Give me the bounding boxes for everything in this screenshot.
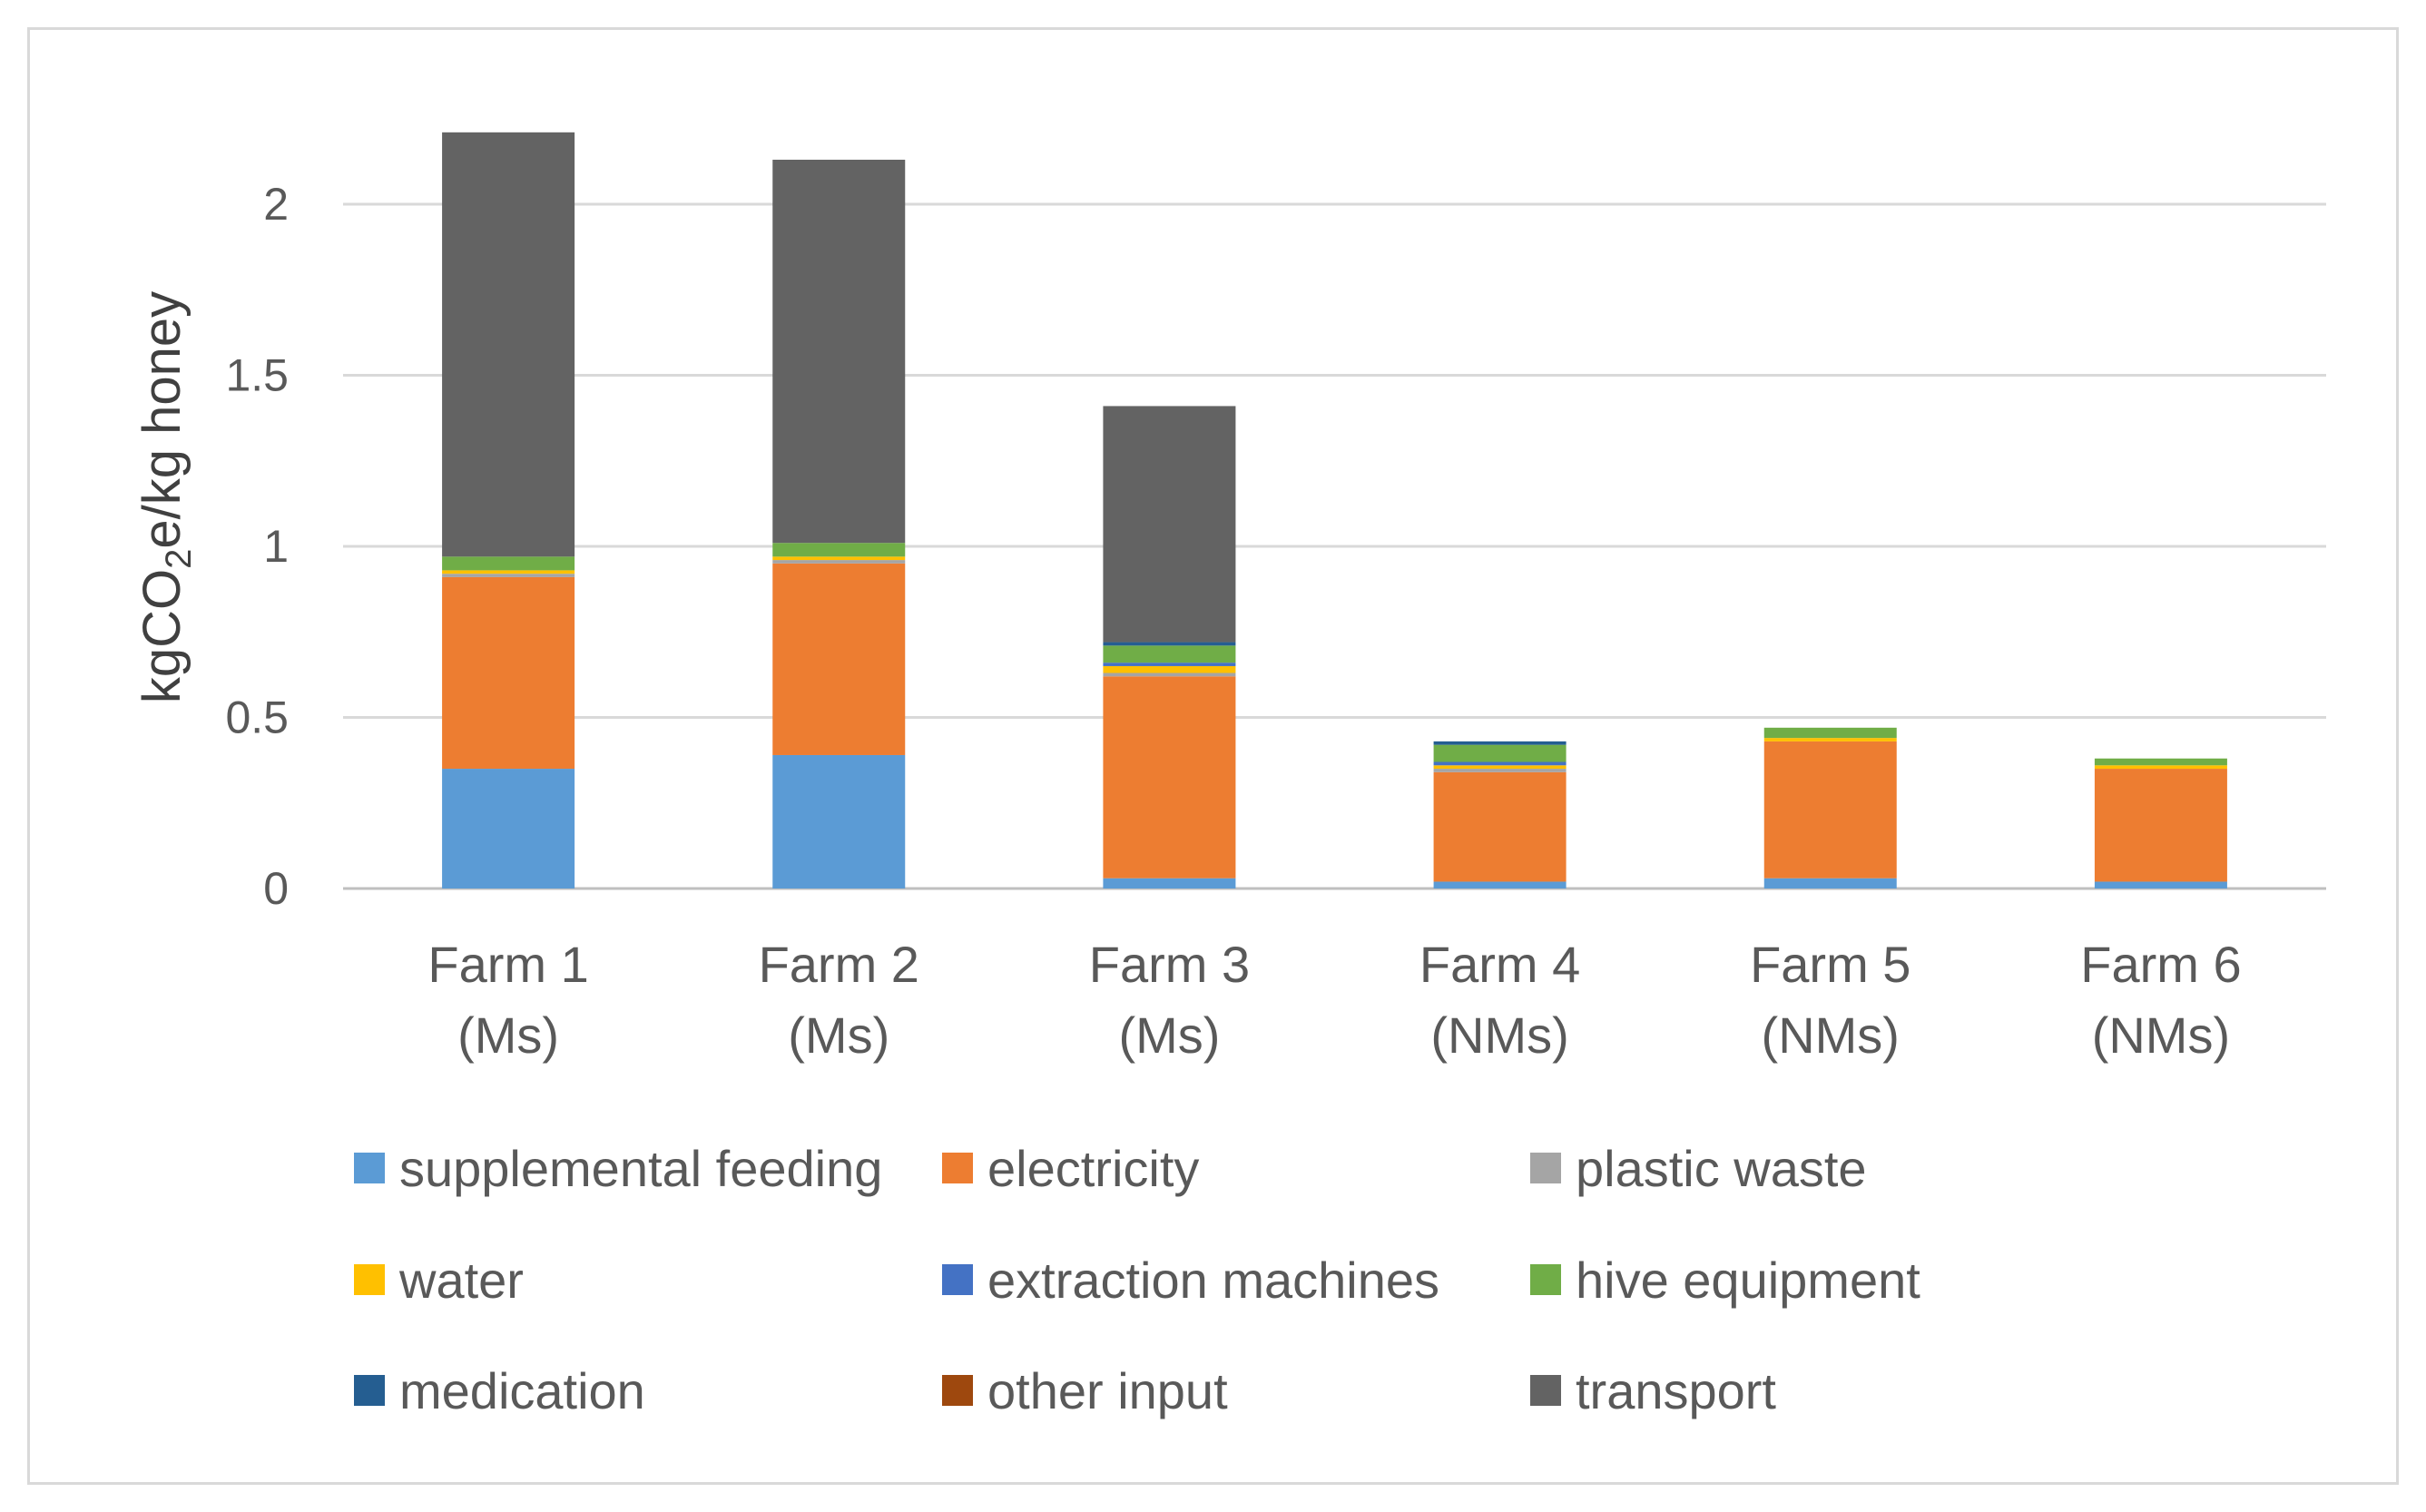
legend-item: supplemental feeding	[354, 1140, 882, 1197]
bar-segment	[772, 543, 906, 557]
legend-item: other input	[942, 1362, 1228, 1419]
bars	[442, 132, 2227, 889]
y-title-subscript: 2	[159, 549, 199, 569]
legend-label: transport	[1576, 1362, 1776, 1419]
bar-segment	[442, 576, 575, 770]
bar-segment	[772, 560, 906, 564]
bar-segment	[2094, 769, 2227, 882]
legend-swatch	[942, 1264, 973, 1295]
x-category-label-line: (NMs)	[1430, 1006, 1568, 1064]
legend-item: plastic waste	[1530, 1140, 1867, 1197]
x-category-label-line: (NMs)	[1762, 1006, 1900, 1064]
x-category-label: Farm 6 (NMs)	[2080, 936, 2241, 1064]
bar-segment	[772, 159, 906, 544]
x-category-label: Farm 1 (Ms)	[427, 936, 588, 1064]
bar-segment	[442, 570, 575, 574]
legend-label: extraction machines	[987, 1252, 1439, 1309]
x-category-label-line: (Ms)	[788, 1006, 889, 1064]
x-category-label-line: Farm 2	[759, 936, 919, 993]
bar-segment	[1763, 738, 1897, 741]
bar-segment	[1763, 741, 1897, 879]
legend-item: electricity	[942, 1140, 1199, 1197]
legend-swatch	[354, 1153, 385, 1183]
x-category-label-line: (Ms)	[1118, 1006, 1220, 1064]
legend-label: plastic waste	[1576, 1140, 1867, 1197]
bar-segment	[1433, 744, 1567, 762]
y-axis-title: kgCO2e/kg honey	[133, 291, 199, 703]
bar-segment	[1103, 645, 1236, 663]
y-tick-label: 0	[263, 863, 289, 914]
legend-label: other input	[987, 1362, 1228, 1419]
bar-segment	[1103, 663, 1236, 666]
y-tick-label: 0.5	[225, 692, 289, 743]
legend-swatch	[1530, 1153, 1561, 1183]
legend-swatch	[942, 1375, 973, 1406]
y-axis-ticks: 0 0.5 1 1.5 2	[225, 179, 289, 914]
bar-segment	[1103, 406, 1236, 643]
legend-item: hive equipment	[1530, 1252, 1920, 1309]
legend-item: transport	[1530, 1362, 1776, 1419]
y-title-part-1: kgCO	[133, 569, 192, 703]
legend-label: water	[398, 1252, 524, 1309]
bar-segment	[1433, 741, 1567, 745]
legend-swatch	[354, 1264, 385, 1295]
bar-segment	[442, 769, 575, 889]
x-category-label: Farm 5 (NMs)	[1750, 936, 1910, 1064]
legend-item: extraction machines	[942, 1252, 1439, 1309]
bar-segment	[1103, 665, 1236, 673]
bar-segment	[772, 556, 906, 561]
bar-segment	[2094, 758, 2227, 766]
bar-segment	[1433, 881, 1567, 889]
bar-segment	[1103, 878, 1236, 889]
legend-label: medication	[399, 1362, 645, 1419]
x-category-label-line: Farm 6	[2080, 936, 2241, 993]
legend-swatch	[1530, 1264, 1561, 1295]
x-category-label-line: Farm 5	[1750, 936, 1910, 993]
bar-segment	[442, 132, 575, 557]
bar-segment	[442, 556, 575, 571]
bar-segment	[1103, 642, 1236, 646]
y-tick-label: 2	[263, 179, 289, 230]
bar-segment	[1433, 769, 1567, 772]
bar-segment	[772, 563, 906, 755]
legend-label: supplemental feeding	[399, 1140, 882, 1197]
x-category-label-line: Farm 3	[1089, 936, 1250, 993]
bar-segment	[1433, 761, 1567, 766]
legend-swatch	[1530, 1375, 1561, 1406]
bar-segment	[1433, 765, 1567, 770]
bar-segment	[1103, 676, 1236, 879]
x-axis-labels: Farm 1 (Ms) Farm 2 (Ms) Farm 3 (Ms) Farm 4 (NMs…	[427, 936, 2241, 1064]
bar-segment	[442, 574, 575, 577]
legend-item: medication	[354, 1362, 645, 1419]
legend-label: hive equipment	[1576, 1252, 1920, 1309]
x-category-label: Farm 2 (Ms)	[759, 936, 919, 1064]
x-category-label-line: (Ms)	[457, 1006, 559, 1064]
y-title-part-2: e/kg honey	[133, 291, 192, 549]
legend-swatch	[354, 1375, 385, 1406]
bar-segment	[1763, 727, 1897, 739]
legend-label: electricity	[987, 1140, 1199, 1197]
x-category-label-line: Farm 4	[1419, 936, 1580, 993]
x-category-label: Farm 4 (NMs)	[1419, 936, 1580, 1064]
x-category-label: Farm 3 (Ms)	[1089, 936, 1250, 1064]
bar-segment	[772, 754, 906, 889]
gridlines	[343, 202, 2326, 890]
x-category-label-line: (NMs)	[2092, 1006, 2230, 1064]
y-tick-label: 1.5	[225, 350, 289, 401]
y-tick-label: 1	[263, 521, 289, 572]
legend-item: water	[354, 1252, 524, 1309]
bar-segment	[1433, 771, 1567, 882]
bar-segment	[1763, 878, 1897, 889]
legend-swatch	[942, 1153, 973, 1183]
bar-segment	[2094, 881, 2227, 889]
bar-segment	[2094, 765, 2227, 770]
x-category-label-line: Farm 1	[427, 936, 588, 993]
legend: supplemental feeding electricity plastic w…	[354, 1140, 1920, 1419]
bar-segment	[1103, 673, 1236, 677]
